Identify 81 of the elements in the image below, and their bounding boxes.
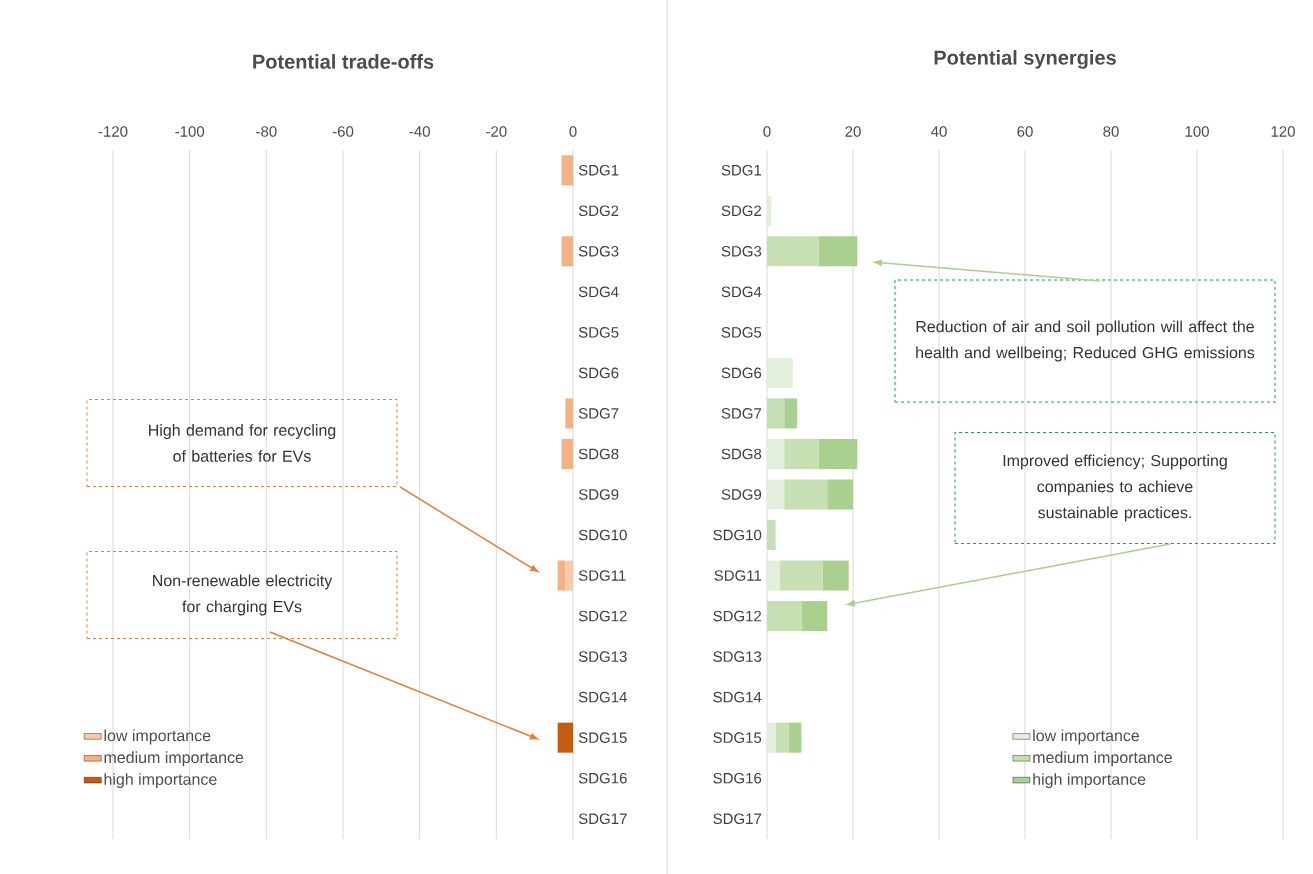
bar bbox=[784, 438, 819, 469]
y-tick-label: SDG5 bbox=[721, 327, 762, 338]
bar bbox=[779, 560, 823, 591]
y-tick-label: SDG2 bbox=[578, 205, 619, 217]
y-tick-label: SDG4 bbox=[721, 286, 762, 298]
bar bbox=[767, 560, 780, 591]
bar bbox=[767, 438, 785, 469]
y-tick-label: SDG4 bbox=[578, 286, 619, 298]
x-tick-label: 80 bbox=[1103, 126, 1119, 137]
bar bbox=[767, 236, 819, 267]
annotation: High demand for recycling of batteries for EVs bbox=[149, 424, 336, 462]
bar bbox=[767, 722, 776, 753]
x-tick-label: -100 bbox=[175, 126, 205, 137]
y-tick-label: SDG8 bbox=[721, 448, 762, 460]
y-tick-label: SDG8 bbox=[578, 448, 619, 460]
y-tick-label: SDG9 bbox=[578, 489, 619, 500]
bar bbox=[784, 398, 798, 429]
bar bbox=[801, 601, 828, 632]
bar bbox=[784, 479, 828, 510]
x-tick-label: -20 bbox=[486, 126, 507, 137]
y-tick-label: SDG13 bbox=[713, 651, 762, 662]
y-tick-label: SDG14 bbox=[578, 691, 627, 703]
x-tick-label: 120 bbox=[1271, 126, 1295, 137]
y-tick-label: SDG16 bbox=[713, 772, 762, 784]
y-tick-label: SDG11 bbox=[578, 570, 626, 581]
bar bbox=[775, 722, 789, 753]
bar bbox=[767, 601, 802, 632]
annotation: Reduction of air and soil pollution will affect the health and wellbeing; Reduced GHG emissions bbox=[916, 320, 1255, 362]
legend-label: low importance bbox=[104, 729, 211, 745]
y-tick-label: SDG10 bbox=[713, 529, 762, 541]
chart-title: Potential synergies bbox=[934, 50, 1116, 69]
legend-label: medium importance bbox=[1033, 751, 1172, 767]
y-tick-label: SDG14 bbox=[713, 691, 762, 703]
y-tick-label: SDG12 bbox=[578, 610, 627, 622]
bar bbox=[767, 520, 776, 551]
bar bbox=[767, 195, 772, 226]
legend-label: medium importance bbox=[104, 751, 244, 767]
y-tick-label: SDG7 bbox=[721, 408, 762, 419]
y-tick-label: SDG7 bbox=[578, 408, 619, 419]
y-tick-label: SDG16 bbox=[578, 772, 627, 784]
bar bbox=[788, 722, 802, 753]
x-tick-label: 20 bbox=[845, 126, 861, 137]
legend-label: low importance bbox=[1033, 729, 1140, 745]
bar bbox=[767, 398, 785, 429]
y-tick-label: SDG10 bbox=[578, 529, 627, 541]
legend-label: high importance bbox=[1033, 773, 1146, 789]
annotation: Improved efficiency; Supporting companies to achieve sustainable practices. bbox=[1003, 454, 1227, 522]
bar bbox=[767, 479, 785, 510]
y-tick-label: SDG15 bbox=[713, 732, 762, 743]
legend-label: high importance bbox=[104, 773, 217, 789]
bar bbox=[827, 479, 854, 510]
annotation: Non-renewable electricity for charging EVs bbox=[153, 574, 333, 616]
y-tick-label: SDG1 bbox=[721, 164, 762, 176]
y-tick-label: SDG9 bbox=[721, 489, 762, 500]
y-tick-label: SDG6 bbox=[721, 367, 762, 379]
bar bbox=[818, 438, 858, 469]
y-tick-label: SDG17 bbox=[578, 813, 627, 825]
bar bbox=[767, 357, 793, 388]
x-tick-label: 100 bbox=[1185, 126, 1209, 137]
y-tick-label: SDG13 bbox=[578, 651, 627, 662]
y-tick-label: SDG1 bbox=[578, 164, 619, 176]
x-tick-label: -60 bbox=[332, 126, 354, 137]
y-tick-label: SDG17 bbox=[713, 813, 762, 825]
x-tick-label: -80 bbox=[256, 126, 277, 137]
x-tick-label: 40 bbox=[931, 126, 947, 137]
y-tick-label: SDG11 bbox=[714, 570, 762, 581]
chart-title: Potential trade-offs bbox=[253, 54, 434, 69]
y-tick-label: SDG6 bbox=[578, 367, 619, 379]
y-tick-label: SDG3 bbox=[721, 246, 762, 257]
bar bbox=[818, 236, 858, 267]
x-tick-label: -120 bbox=[98, 126, 128, 137]
x-tick-label: 0 bbox=[569, 126, 577, 137]
y-tick-label: SDG15 bbox=[578, 732, 627, 743]
y-tick-label: SDG5 bbox=[578, 327, 619, 338]
y-tick-label: SDG2 bbox=[721, 205, 762, 217]
x-tick-label: -40 bbox=[409, 126, 430, 137]
y-tick-label: SDG12 bbox=[713, 610, 762, 622]
bar bbox=[822, 560, 849, 591]
x-tick-label: 0 bbox=[763, 126, 771, 137]
x-tick-label: 60 bbox=[1017, 126, 1033, 137]
y-tick-label: SDG3 bbox=[578, 246, 619, 257]
